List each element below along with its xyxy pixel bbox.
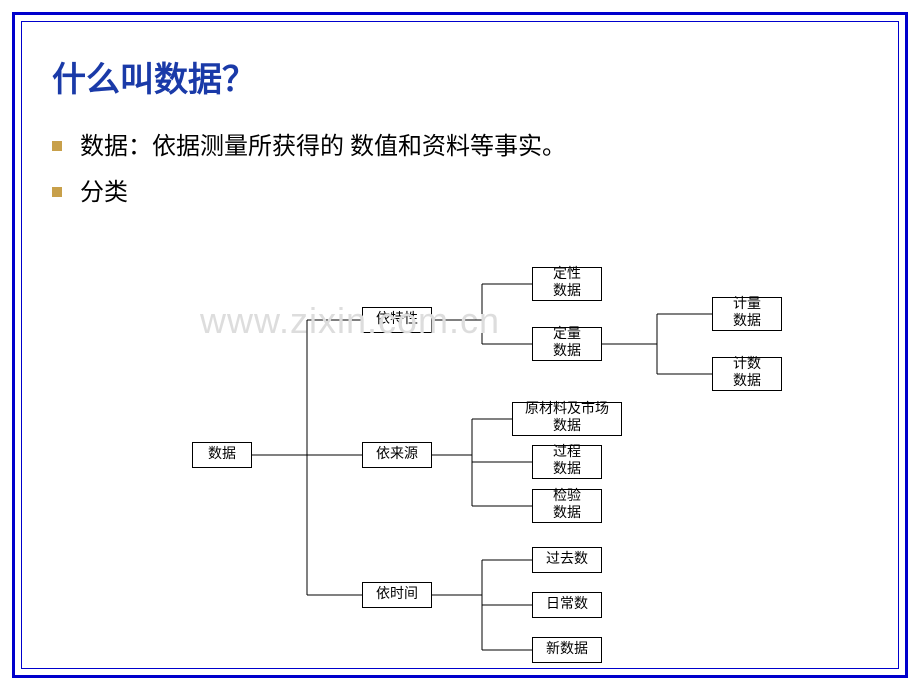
tree-node-n1b: 定量 数据	[532, 327, 602, 361]
tree-node-n2b: 过程 数据	[532, 445, 602, 479]
tree-node-n2: 依来源	[362, 442, 432, 468]
tree-node-n3c: 新数据	[532, 637, 602, 663]
inner-frame: 什么叫数据？ 数据：依据测量所获得的 数值和资料等事实。 分类 数据 依特性依来源…	[21, 21, 899, 669]
tree-node-n3a: 过去数	[532, 547, 602, 573]
tree-node-n1: 依特性	[362, 307, 432, 333]
tree-node-n1b1: 计量 数据	[712, 297, 782, 331]
tree-node-root: 数据	[192, 442, 252, 468]
bullet-marker-icon	[52, 187, 62, 197]
bullet-marker-icon	[52, 141, 62, 151]
tree-node-n2a: 原材料及市场 数据	[512, 402, 622, 436]
tree-diagram: 数据 依特性依来源依时间 定性 数据定量 数据 计量 数据计数 数据原材料及市场 数据…	[182, 252, 882, 672]
tree-node-n2c: 检验 数据	[532, 489, 602, 523]
bullet-text: 分类	[80, 177, 128, 211]
outer-frame: 什么叫数据？ 数据：依据测量所获得的 数值和资料等事实。 分类 数据 依特性依来源…	[12, 12, 908, 678]
tree-node-n3b: 日常数	[532, 592, 602, 618]
tree-node-n3: 依时间	[362, 582, 432, 608]
slide-title: 什么叫数据？	[52, 52, 868, 101]
tree-node-n1a: 定性 数据	[532, 267, 602, 301]
bullet-text: 数据：依据测量所获得的 数值和资料等事实。	[80, 131, 566, 165]
tree-node-n1b2: 计数 数据	[712, 357, 782, 391]
bullet-item: 数据：依据测量所获得的 数值和资料等事实。	[52, 131, 868, 165]
bullet-item: 分类	[52, 177, 868, 211]
